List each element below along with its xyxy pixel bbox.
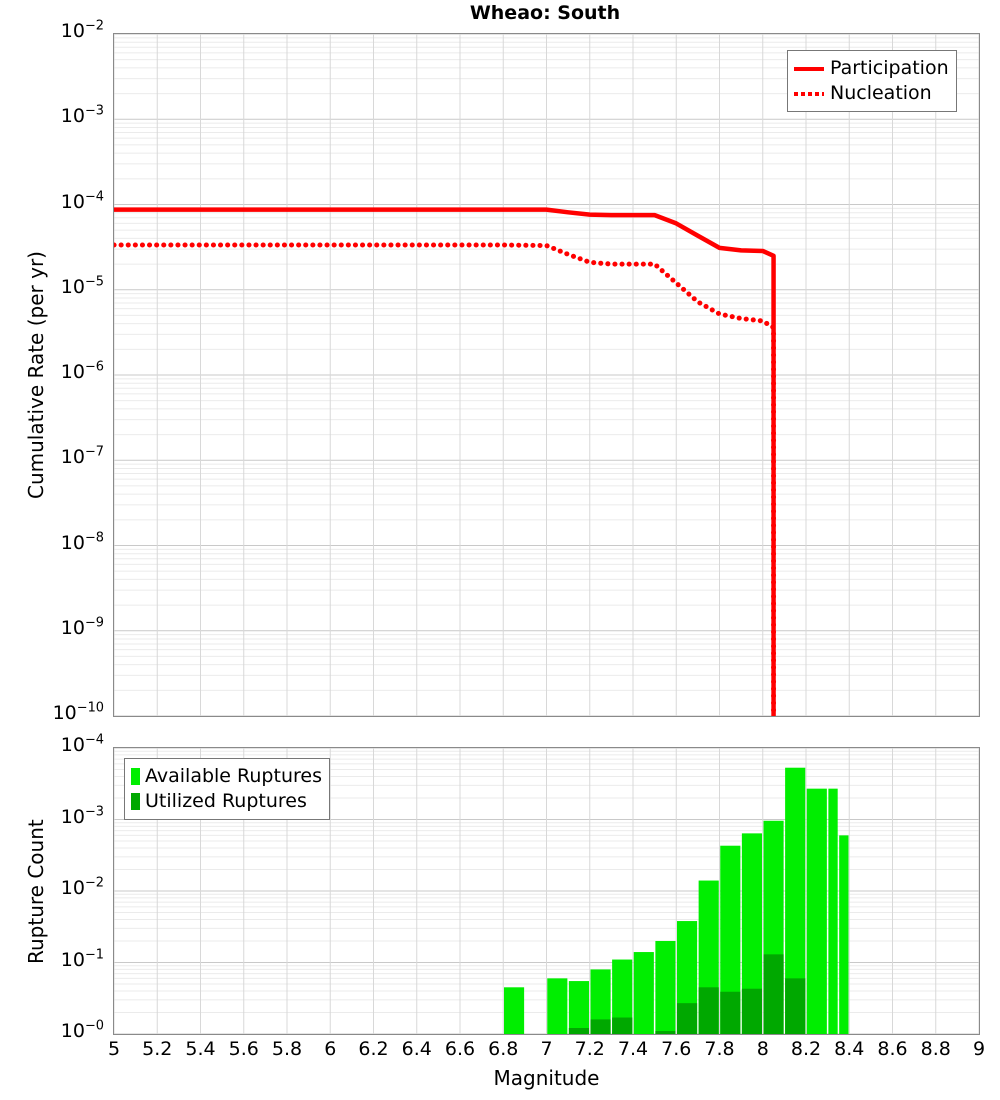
utilized-ruptures-swatch [131,793,140,810]
top-y-tick: 10−3 [60,103,104,128]
utilized-ruptures-bar [568,1028,589,1034]
x-tick: 6.2 [358,1038,389,1060]
top-y-tick: 10−2 [60,18,104,42]
available-ruptures-bar [504,987,525,1034]
utilized-ruptures-bar [720,991,741,1034]
available-ruptures-swatch [131,768,140,785]
top-y-axis-label: Cumulative Rate (per yr) [24,251,48,499]
x-tick: 8.2 [790,1038,822,1060]
legend-item-utilized-ruptures: Utilized Ruptures [131,789,322,814]
utilized-ruptures-bar [741,988,762,1034]
utilized-ruptures-bar [698,987,719,1034]
series-legend: Participation Nucleation [787,50,957,112]
cumulative-rate-canvas [114,34,979,716]
series-participation [114,207,776,716]
bottom-y-axis-label: Rupture Count [24,818,48,964]
legend-label-participation: Participation [830,57,949,79]
x-tick: 6.8 [488,1038,519,1060]
available-ruptures-bar [590,969,611,1034]
utilized-ruptures-bar [677,1003,698,1034]
x-tick: 6.4 [401,1038,432,1060]
utilized-ruptures-bar [763,954,784,1034]
utilized-ruptures-bar [612,1017,633,1034]
legend-item-participation: Participation [794,56,949,81]
x-tick: 8.6 [877,1038,908,1060]
x-tick: 5.8 [271,1038,303,1060]
bottom-y-tick: 10−1 [60,947,104,971]
utilized-ruptures-bar [655,1031,676,1034]
top-y-tick: 10−4 [60,189,104,213]
legend-label-utilized-ruptures: Utilized Ruptures [145,790,307,812]
available-ruptures-bar [655,940,676,1034]
legend-item-available-ruptures: Available Ruptures [131,764,322,789]
cumulative-rate-plot [113,33,980,717]
x-tick: 5.4 [185,1038,216,1060]
legend-label-available-ruptures: Available Ruptures [145,765,322,787]
x-tick: 5 [107,1038,121,1060]
available-ruptures-bar [839,835,849,1034]
series-nucleation [114,242,777,716]
top-y-tick: 10−6 [60,359,104,383]
participation-line-swatch [794,66,824,71]
page-title: Wheao: South [469,2,621,24]
utilized-ruptures-bar [590,1019,611,1034]
top-y-tick: 10−9 [60,615,104,639]
available-ruptures-bar [720,845,741,1034]
top-y-tick: 10−7 [60,444,104,469]
available-ruptures-bar [828,788,838,1034]
x-axis-label: Magnitude [493,1066,600,1090]
x-tick: 7.4 [617,1038,649,1060]
x-tick: 7.8 [704,1038,735,1060]
available-ruptures-bar [806,788,827,1034]
x-tick: 5.6 [228,1038,259,1060]
bottom-y-tick: 10−2 [60,875,104,899]
utilized-ruptures-bar [785,978,806,1034]
x-tick: 9 [972,1038,986,1060]
available-ruptures-bar [633,952,654,1034]
available-ruptures-bar [547,978,568,1034]
legend-item-nucleation: Nucleation [794,81,949,106]
x-tick: 8.4 [834,1038,865,1060]
rupture-legend: Available Ruptures Utilized Ruptures [124,758,330,820]
x-tick: 7.2 [574,1038,605,1060]
available-ruptures-bar [741,833,762,1034]
rupture-count-canvas [114,748,979,1034]
available-ruptures-bar [612,959,633,1034]
x-tick: 8.8 [920,1038,951,1060]
top-y-tick: 10−10 [52,700,104,724]
top-y-tick: 10−8 [60,530,104,554]
available-ruptures-bar [785,767,806,1034]
top-y-tick: 10−5 [60,274,104,298]
legend-label-nucleation: Nucleation [830,82,932,104]
bottom-y-tick: 10−4 [60,732,104,756]
nucleation-line-swatch [794,91,824,96]
x-tick: 6 [324,1038,337,1060]
x-tick: 6.6 [444,1038,476,1060]
available-ruptures-bar [568,981,589,1034]
x-tick: 7.6 [661,1038,692,1060]
x-tick: 5.2 [142,1038,173,1060]
bottom-y-tick: 10−0 [60,1018,104,1042]
bottom-y-tick: 10−3 [60,804,104,828]
x-tick: 8 [756,1038,769,1060]
x-tick: 7 [540,1038,553,1060]
